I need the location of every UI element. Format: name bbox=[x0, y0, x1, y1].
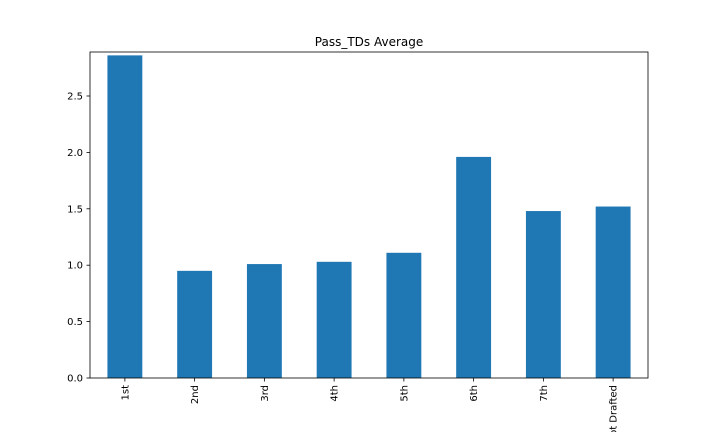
y-tick-label: 2.5 bbox=[67, 91, 83, 102]
plot-frame bbox=[89, 51, 649, 379]
x-axis: 1st 2nd 3rd 4th 5th 6th 7th Not Drafted bbox=[120, 378, 620, 432]
y-tick-label: 1.0 bbox=[67, 261, 83, 272]
bar-2nd bbox=[177, 270, 213, 378]
x-tick-label: Not Drafted bbox=[609, 385, 620, 432]
bar-3rd bbox=[246, 264, 282, 378]
x-tick-label: 3rd bbox=[260, 385, 271, 402]
x-tick-label: 5th bbox=[399, 385, 410, 402]
y-axis: 0.0 0.5 1.0 1.5 2.0 2.5 bbox=[67, 91, 90, 385]
y-tick-label: 0.5 bbox=[67, 317, 83, 328]
x-tick-label: 4th bbox=[330, 385, 341, 402]
bar-7th bbox=[525, 211, 561, 378]
bar-5th bbox=[386, 252, 422, 378]
bar-not-drafted bbox=[595, 206, 631, 378]
x-tick-label: 2nd bbox=[190, 385, 201, 404]
bar-6th bbox=[456, 156, 492, 378]
y-tick-label: 2.0 bbox=[67, 148, 83, 159]
chart-title: Pass_TDs Average bbox=[315, 35, 423, 49]
bar-4th bbox=[316, 261, 352, 378]
bars-group bbox=[107, 55, 631, 378]
y-tick-label: 0.0 bbox=[67, 374, 83, 385]
x-tick-label: 6th bbox=[469, 385, 480, 402]
x-tick-label: 1st bbox=[120, 385, 131, 401]
y-tick-label: 1.5 bbox=[67, 204, 83, 215]
bar-1st bbox=[107, 55, 143, 378]
x-tick-label: 7th bbox=[539, 385, 550, 402]
